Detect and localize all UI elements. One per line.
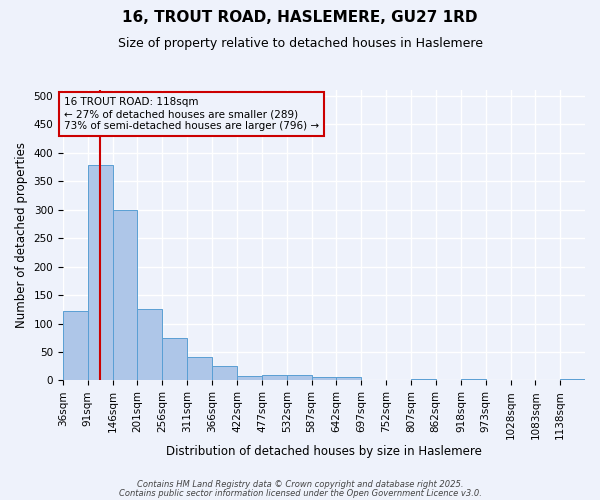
Bar — [262, 376, 287, 380]
Text: Contains HM Land Registry data © Crown copyright and database right 2025.: Contains HM Land Registry data © Crown c… — [137, 480, 463, 489]
Bar — [137, 310, 162, 380]
Bar — [187, 356, 212, 380]
Bar — [88, 165, 113, 380]
Bar — [337, 377, 361, 380]
Bar — [287, 376, 311, 380]
Text: 16 TROUT ROAD: 118sqm
← 27% of detached houses are smaller (289)
73% of semi-det: 16 TROUT ROAD: 118sqm ← 27% of detached … — [64, 98, 319, 130]
Text: Size of property relative to detached houses in Haslemere: Size of property relative to detached ho… — [118, 38, 482, 51]
Bar — [212, 366, 237, 380]
X-axis label: Distribution of detached houses by size in Haslemere: Distribution of detached houses by size … — [166, 444, 482, 458]
Bar — [237, 376, 262, 380]
Bar — [113, 210, 137, 380]
Bar — [560, 379, 585, 380]
Bar — [63, 311, 88, 380]
Y-axis label: Number of detached properties: Number of detached properties — [15, 142, 28, 328]
Bar — [162, 338, 187, 380]
Text: Contains public sector information licensed under the Open Government Licence v3: Contains public sector information licen… — [119, 488, 481, 498]
Bar — [311, 377, 337, 380]
Text: 16, TROUT ROAD, HASLEMERE, GU27 1RD: 16, TROUT ROAD, HASLEMERE, GU27 1RD — [122, 10, 478, 25]
